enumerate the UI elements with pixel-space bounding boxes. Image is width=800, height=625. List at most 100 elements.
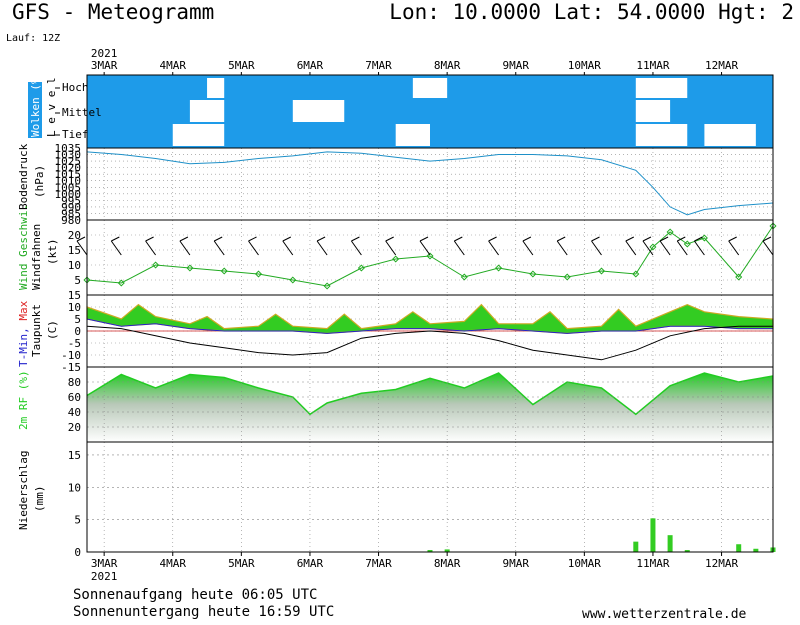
wind-barb <box>110 240 122 256</box>
y-tick-label: 5 <box>74 514 81 527</box>
date-tick-bottom: 4MAR <box>160 557 187 570</box>
wind-speed-point <box>392 255 400 263</box>
date-tick-bottom: 11MAR <box>636 557 669 570</box>
cloud-clear-patch <box>635 124 688 146</box>
wind-speed-point <box>83 276 91 284</box>
cloud-clear-patch <box>704 124 756 146</box>
wind-speed-point <box>495 264 503 272</box>
lat-value: 54.0000 <box>616 0 706 24</box>
wind-barb-flag <box>76 236 86 242</box>
precip-axis-label: Niederschlag <box>17 451 30 530</box>
y-tick-label: 1015 <box>55 168 82 181</box>
y-tick-label: 1005 <box>55 181 82 194</box>
precip-bar <box>444 549 450 552</box>
y-tick-label: 15 <box>68 449 81 462</box>
y-tick-label: 10 <box>68 301 81 314</box>
wind-barb-flag <box>179 236 189 242</box>
wind-speed-point <box>735 273 743 281</box>
y-tick-label: 80 <box>68 376 81 389</box>
sunrise-text: Sonnenaufgang heute 06:05 UTC <box>73 587 318 603</box>
hgt-label: Hgt: <box>718 0 769 24</box>
wind-speed-line <box>86 225 774 287</box>
cloud-level-axis-label: L e v e l <box>45 77 58 137</box>
wind-barb-flag <box>556 236 566 242</box>
date-tick-top: 12MAR <box>705 59 738 72</box>
wind-barb-flag <box>419 236 429 242</box>
date-tick-top: 3MAR <box>91 59 118 72</box>
wind-speed-point <box>254 270 263 278</box>
panel-frame-precip <box>86 441 774 553</box>
wind-barb <box>385 240 397 256</box>
meteogram-title: GFS - Meteogramm <box>12 0 215 24</box>
wind-speed-point <box>700 234 708 242</box>
cloud-label-swatch <box>28 82 42 138</box>
wind-barb <box>248 240 259 256</box>
tmax-label: Max <box>17 300 30 327</box>
cloud-level-label: Tief <box>62 128 89 141</box>
date-tick-top: 8MAR <box>434 59 461 72</box>
wind-barb-flag <box>642 236 652 242</box>
credit-link[interactable]: www.wetterzentrale.de <box>582 607 747 622</box>
lon-label: Lon: <box>389 0 440 24</box>
wind-barb-flag <box>659 236 669 242</box>
y-tick-label: 1030 <box>55 149 82 162</box>
wind-barb <box>676 240 688 256</box>
y-tick-label: 995 <box>61 194 81 207</box>
cloud-clear-patch <box>412 78 448 98</box>
wind-barb <box>316 240 328 256</box>
wind-barb-flag <box>625 236 635 242</box>
y-tick-label: 15 <box>68 289 81 302</box>
y-tick-label: -10 <box>61 349 81 362</box>
cloud-clear-patch <box>635 100 671 122</box>
hgt-value: 2 <box>781 0 794 24</box>
wind-barb-flag <box>248 236 257 242</box>
precip-unit-label: (mm) <box>33 486 46 513</box>
date-tick-bottom: 5MAR <box>228 557 255 570</box>
wind-barb-flag <box>145 236 154 242</box>
sunset-text: Sonnenuntergang heute 16:59 UTC <box>73 604 335 620</box>
wind-speed-point <box>769 222 777 230</box>
wind-barb-flag <box>385 236 394 242</box>
date-tick-bottom: 8MAR <box>434 557 461 570</box>
wind-barb-flag <box>694 236 703 242</box>
year-label-top: 2021 <box>91 47 118 60</box>
wind-speed-point <box>426 252 434 260</box>
y-tick-label: 1035 <box>55 142 82 155</box>
wind-speed-point <box>563 273 571 281</box>
lon-value: 10.0000 <box>452 0 542 24</box>
y-tick-label: 10 <box>68 259 81 272</box>
lat-label: Lat: <box>553 0 605 24</box>
date-tick-top: 5MAR <box>228 59 255 72</box>
wind-speed-point <box>529 270 537 278</box>
wind-barb <box>693 240 705 256</box>
y-tick-label: 20 <box>68 229 81 242</box>
y-tick-label: 980 <box>61 214 81 227</box>
y-tick-label: -15 <box>61 361 81 374</box>
wind-barb <box>522 240 534 256</box>
wind-barb <box>762 240 774 256</box>
y-tick-label: 20 <box>68 421 81 434</box>
wind-barb-flag <box>351 236 360 242</box>
wind-barb-flag <box>316 236 326 242</box>
y-tick-label: 60 <box>68 391 81 404</box>
precip-bar <box>667 535 673 552</box>
cloud-level-label: Mittel <box>62 106 102 119</box>
wind-barb <box>642 240 654 256</box>
y-tick-label: 1025 <box>55 155 82 168</box>
wind-barbs-axis-label: Windfahnen <box>30 224 43 290</box>
wind-speed-point <box>460 273 468 281</box>
pressure-line <box>86 151 774 216</box>
wind-unit-label: (kt) <box>46 239 59 266</box>
y-tick-label: 1020 <box>55 162 82 175</box>
wind-barb <box>213 240 225 256</box>
wind-speed-point <box>152 261 160 269</box>
wind-barb-flag <box>522 236 532 242</box>
precip-bar <box>650 518 656 552</box>
y-tick-label: 0 <box>74 546 81 559</box>
wind-speed-point <box>220 267 228 275</box>
panel-frame-wind <box>86 219 774 296</box>
wind-barb-flag <box>728 236 737 242</box>
wind-barb-flag <box>488 236 497 242</box>
pressure-axis-label: Bodendruck <box>17 143 30 210</box>
